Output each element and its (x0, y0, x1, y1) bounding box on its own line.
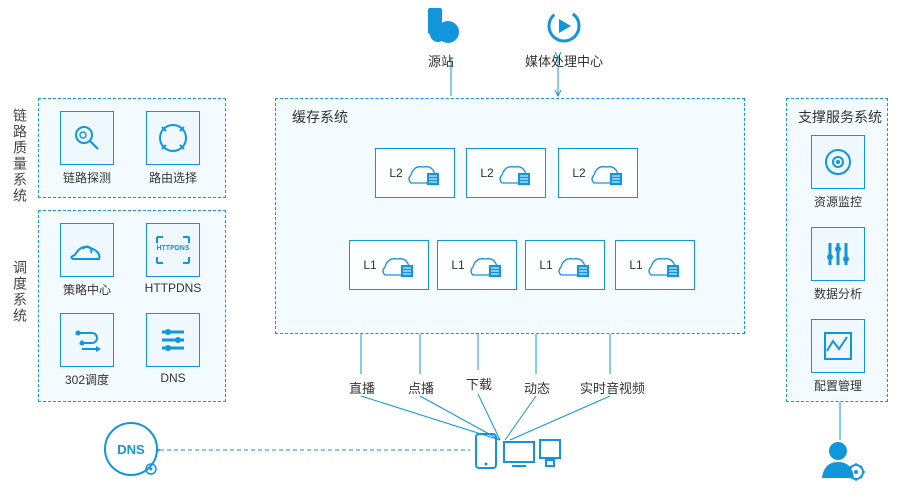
support-system-panel: 支撑服务系统 资源监控 数据分析 配置管理 (786, 98, 888, 402)
redirect302-icon (60, 313, 114, 367)
service-4: 实时音视频 (580, 378, 645, 397)
httpdns-label: HTTPDNS (143, 281, 203, 295)
cache-server-icon (498, 159, 532, 187)
service-1: 点播 (408, 378, 434, 397)
analytics-label: 数据分析 (808, 285, 868, 302)
policy-center-icon (60, 223, 114, 277)
link-quality-panel: 链路探测 路由选择 (38, 98, 226, 198)
monitor-box: 资源监控 (808, 135, 868, 210)
svg-text:HTTPDNS: HTTPDNS (156, 245, 189, 252)
l2-node-2: L2 (558, 148, 638, 198)
media-processing-icon (541, 6, 587, 46)
user-node (818, 438, 866, 485)
monitor-icon (811, 135, 865, 189)
monitor-label: 资源监控 (808, 193, 868, 210)
origin-node: 源站 (418, 6, 464, 70)
cache-server-icon (407, 159, 441, 187)
cache-server-icon (590, 159, 624, 187)
media-center-node: 媒体处理中心 (525, 6, 603, 70)
service-0: 直播 (349, 378, 375, 397)
config-box: 配置管理 (808, 319, 868, 394)
cache-system-title: 缓存系统 (292, 107, 348, 127)
analytics-box: 数据分析 (808, 227, 868, 302)
cache-server-icon (381, 251, 415, 279)
l1-label-2: L1 (539, 258, 552, 272)
policy-center-label: 策略中心 (57, 281, 117, 298)
dns-node-label: DNS (117, 442, 144, 457)
scheduling-title: 调度系统 (10, 260, 30, 324)
l1-node-2: L1 (525, 240, 605, 290)
cache-server-icon (647, 251, 681, 279)
cache-system-panel: 缓存系统 (275, 98, 745, 334)
media-center-label: 媒体处理中心 (525, 51, 603, 70)
httpdns-icon: HTTPDNS (146, 223, 200, 277)
service-3: 动态 (524, 378, 550, 397)
route-select-label: 路由选择 (143, 169, 203, 186)
dns-settings-icon (146, 313, 200, 367)
link-probe-icon (60, 111, 114, 165)
redirect302-box: 302调度 (57, 313, 117, 388)
cache-server-icon (557, 251, 591, 279)
l2-label-0: L2 (389, 166, 402, 180)
cache-server-icon (469, 251, 503, 279)
user-gear-icon (818, 438, 866, 482)
client-devices (474, 432, 564, 477)
config-label: 配置管理 (808, 377, 868, 394)
origin-label: 源站 (418, 51, 464, 70)
dns-settings-box: DNS (143, 313, 203, 385)
l1-node-3: L1 (615, 240, 695, 290)
l2-label-2: L2 (572, 166, 585, 180)
httpdns-box: HTTPDNS HTTPDNS (143, 223, 203, 295)
l1-node-1: L1 (437, 240, 517, 290)
support-system-title: 支撑服务系统 (797, 107, 883, 127)
l1-label-1: L1 (451, 258, 464, 272)
route-select-icon (146, 111, 200, 165)
scheduling-panel: 策略中心 HTTPDNS HTTPDNS 302调度 DNS (38, 210, 226, 402)
policy-center-box: 策略中心 (57, 223, 117, 298)
l1-label-3: L1 (629, 258, 642, 272)
client-devices-icon (474, 432, 564, 474)
service-2: 下载 (466, 374, 492, 393)
server-cloud-icon (418, 6, 464, 46)
l2-node-0: L2 (375, 148, 455, 198)
link-quality-title: 链路质量系统 (10, 108, 30, 204)
link-probe-label: 链路探测 (57, 169, 117, 186)
dns-gear-icon (144, 462, 158, 476)
redirect302-label: 302调度 (57, 371, 117, 388)
dns-node: DNS (104, 422, 158, 476)
analytics-icon (811, 227, 865, 281)
config-icon (811, 319, 865, 373)
route-select-box: 路由选择 (143, 111, 203, 186)
l2-node-1: L2 (466, 148, 546, 198)
link-probe-box: 链路探测 (57, 111, 117, 186)
l1-node-0: L1 (349, 240, 429, 290)
dns-settings-label: DNS (143, 371, 203, 385)
l2-label-1: L2 (480, 166, 493, 180)
l1-label-0: L1 (363, 258, 376, 272)
